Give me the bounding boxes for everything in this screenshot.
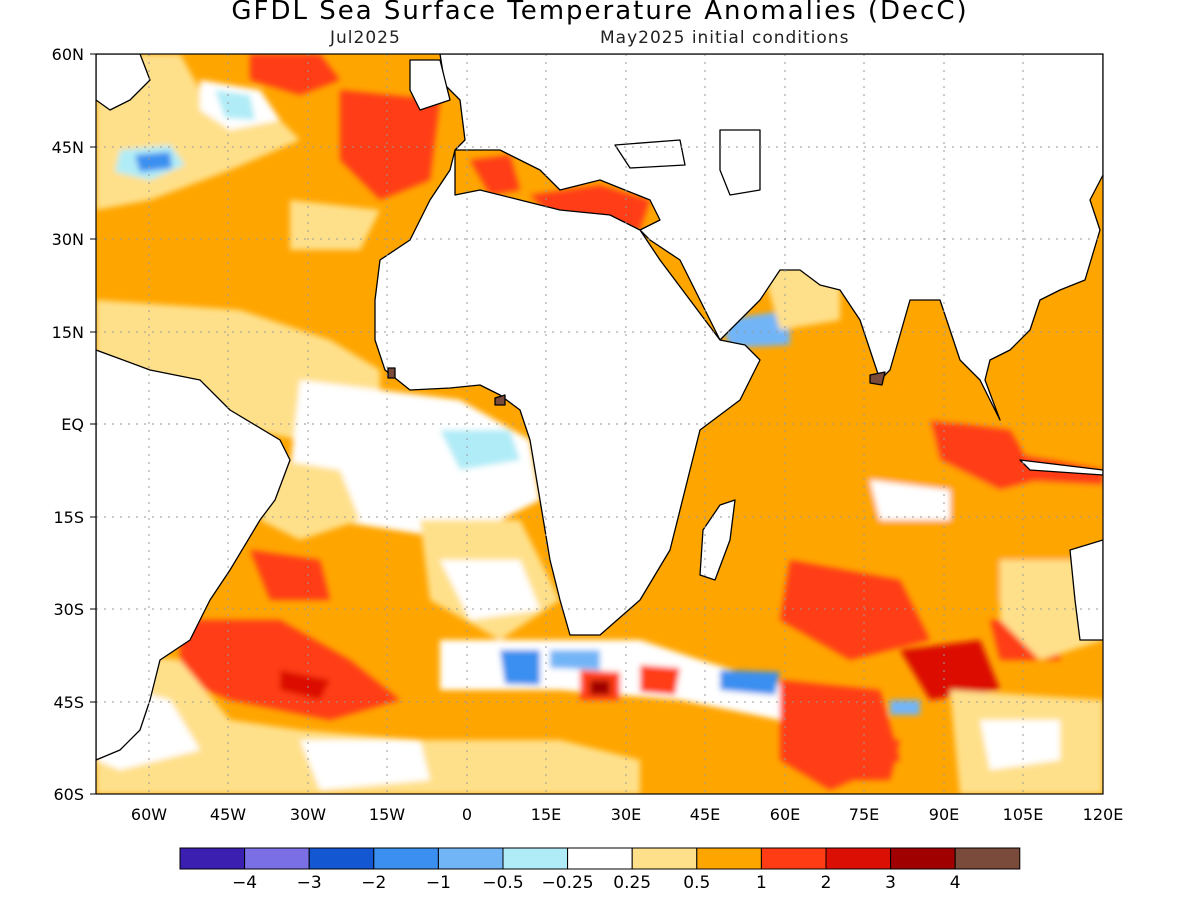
lat-tick-labels: 60N 45N 30N 15N EQ 15S 30S 45S 60S [52,45,84,804]
lon-tick-label: 15E [531,805,561,824]
colorbar-label: 0.25 [613,873,651,893]
colorbar-swatch [179,847,246,870]
colorbar-label: −4 [232,873,257,893]
colorbar-swatch [890,847,956,870]
colorbar-swatch [244,847,310,870]
lon-tick-label: 45E [690,805,720,824]
lat-tick-label: 30S [53,600,84,619]
colorbar: −4 −3 −2 −1 −0.5 −0.25 0.25 0.5 1 2 3 4 [179,847,1021,893]
colorbar-label: −2 [361,873,386,893]
lat-tick-label: 15N [52,323,84,342]
colorbar-swatch [825,847,892,870]
colorbar-label: 1 [756,873,767,893]
lon-tick-label: 60E [770,805,800,824]
lon-tick-label: 30W [290,805,326,824]
colorbar-label: −0.25 [542,873,594,893]
lon-tick-label: 75E [849,805,879,824]
lat-tick-label: 45S [53,693,84,712]
colorbar-label: 2 [821,873,832,893]
lat-tick-label: 60N [52,45,84,64]
sst-anomaly-field [96,54,1103,794]
colorbar-label: −3 [297,873,322,893]
colorbar-label: −1 [426,873,451,893]
lat-axis [90,53,96,795]
colorbar-swatch [373,847,439,870]
lat-tick-label: 60S [53,785,84,804]
lon-tick-label: 90E [929,805,959,824]
lon-tick-label: 105E [1003,805,1044,824]
grid-lines [96,54,1103,794]
colorbar-swatch [696,847,762,870]
lon-tick-label: 15W [369,805,405,824]
colorbar-label: 3 [885,873,896,893]
lon-tick-labels: 60W 45W 30W 15W 0 15E 30E 45E 60E 75E 90… [131,805,1123,824]
lon-tick-label: 45W [210,805,246,824]
colorbar-label: −0.5 [482,873,523,893]
lon-tick-label: 30E [611,805,641,824]
initial-conditions-label: May2025 initial conditions [600,28,850,48]
lon-tick-label: 0 [462,805,472,824]
colorbar-swatch [760,847,827,870]
colorbar-swatch [502,847,569,870]
lat-tick-label: 30N [52,230,84,249]
lat-tick-label: 45N [52,138,84,157]
lon-tick-label: 60W [131,805,167,824]
lat-tick-label: EQ [61,415,84,434]
lat-tick-label: 15S [53,508,84,527]
chart-title: GFDL Sea Surface Temperature Anomalies (… [231,0,969,26]
colorbar-swatch [631,847,698,870]
colorbar-label: 0.5 [683,873,710,893]
lon-tick-label: 120E [1083,805,1124,824]
colorbar-swatch [954,847,1021,870]
colorbar-swatch [437,847,504,870]
colorbar-swatch [308,847,375,870]
forecast-month: Jul2025 [330,28,401,48]
colorbar-swatch [567,847,633,870]
colorbar-label: 4 [950,873,961,893]
